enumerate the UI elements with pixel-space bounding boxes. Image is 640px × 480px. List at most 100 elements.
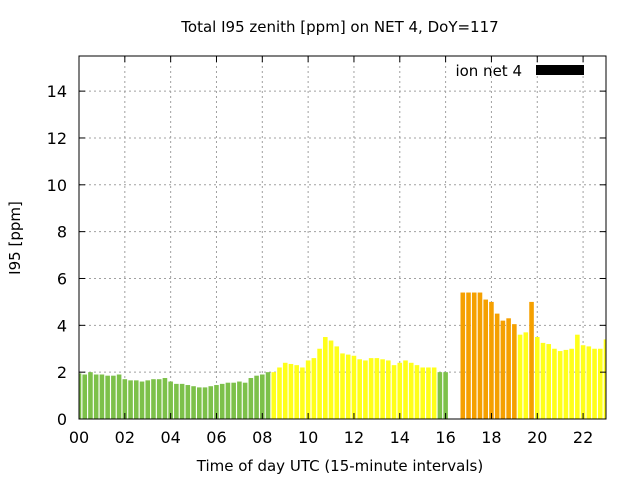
bar — [265, 372, 271, 419]
bar — [408, 362, 414, 419]
bar — [122, 379, 128, 419]
bar — [202, 387, 208, 419]
bar — [128, 380, 133, 419]
bar — [248, 378, 254, 419]
bar — [431, 367, 437, 419]
bar — [191, 386, 196, 419]
x-tick-label: 04 — [160, 428, 180, 447]
bar — [185, 385, 191, 419]
y-tick-label: 10 — [47, 176, 67, 195]
bar — [225, 382, 231, 419]
bar — [437, 372, 443, 419]
bar — [214, 385, 219, 419]
bars — [79, 292, 606, 419]
bar — [328, 340, 334, 419]
bar — [345, 354, 351, 419]
bar — [93, 374, 99, 419]
bar — [99, 374, 105, 419]
bar — [529, 301, 534, 419]
bar — [162, 378, 168, 419]
y-tick-label: 8 — [57, 223, 67, 242]
bar — [580, 345, 586, 419]
y-tick-label: 4 — [57, 316, 67, 335]
bar — [603, 339, 606, 419]
bar — [231, 382, 236, 419]
x-axis-label: Time of day UTC (15-minute intervals) — [196, 457, 483, 475]
grid — [79, 56, 606, 419]
bar — [363, 360, 368, 419]
bar — [357, 359, 362, 419]
bar — [151, 379, 156, 419]
bar — [460, 292, 466, 419]
x-tick-label: 14 — [390, 428, 410, 447]
bar — [477, 292, 483, 419]
x-tick-label: 16 — [435, 428, 455, 447]
bar — [156, 379, 162, 419]
x-tick-label: 06 — [206, 428, 226, 447]
y-tick-label: 12 — [47, 129, 67, 148]
bar — [79, 373, 82, 419]
bar — [334, 346, 340, 419]
bar — [397, 362, 403, 419]
bar — [374, 358, 380, 419]
legend: ion net 4 — [455, 62, 584, 80]
bar — [317, 348, 322, 419]
bar — [133, 380, 139, 419]
bar — [105, 375, 110, 419]
bar — [592, 348, 597, 419]
bar — [466, 292, 471, 419]
bar — [294, 365, 299, 419]
bar — [237, 381, 242, 419]
bar — [512, 324, 517, 419]
bar — [563, 349, 569, 419]
bar — [271, 372, 277, 419]
bar — [254, 375, 259, 419]
bar — [534, 337, 540, 419]
bar — [557, 351, 563, 419]
bar — [323, 337, 328, 419]
bar — [489, 301, 494, 419]
bar — [351, 355, 357, 419]
bar — [368, 358, 374, 419]
bar — [340, 353, 345, 419]
bar — [597, 348, 603, 419]
bar — [305, 360, 311, 419]
bar — [242, 382, 248, 419]
legend-swatch — [536, 65, 584, 75]
bar — [414, 365, 420, 419]
bar — [111, 375, 116, 419]
bar — [197, 387, 202, 419]
x-tick-label: 08 — [252, 428, 272, 447]
bar — [300, 367, 305, 419]
bar — [575, 334, 580, 419]
bar — [139, 381, 145, 419]
bar — [569, 348, 574, 419]
y-tick-label: 14 — [47, 82, 67, 101]
bar — [116, 374, 122, 419]
y-tick-label: 2 — [57, 363, 67, 382]
bar — [311, 358, 317, 419]
bar — [88, 372, 93, 419]
bar — [443, 372, 448, 419]
bar — [174, 383, 179, 419]
bar — [483, 299, 488, 419]
bar — [426, 367, 431, 419]
bar — [506, 318, 511, 419]
x-tick-label: 18 — [481, 428, 501, 447]
bar — [145, 380, 151, 419]
bar — [380, 359, 385, 419]
x-tick-label: 10 — [298, 428, 318, 447]
y-axis-label: I95 [ppm] — [6, 201, 24, 275]
chart-title: Total I95 zenith [ppm] on NET 4, DoY=117 — [180, 18, 498, 36]
bar — [168, 381, 173, 419]
bar — [386, 360, 391, 419]
bar — [420, 367, 425, 419]
bar — [471, 292, 477, 419]
legend-label: ion net 4 — [455, 62, 522, 80]
bar — [208, 386, 214, 419]
bar — [523, 332, 529, 419]
x-tick-label: 00 — [69, 428, 89, 447]
x-tick-label: 22 — [573, 428, 593, 447]
